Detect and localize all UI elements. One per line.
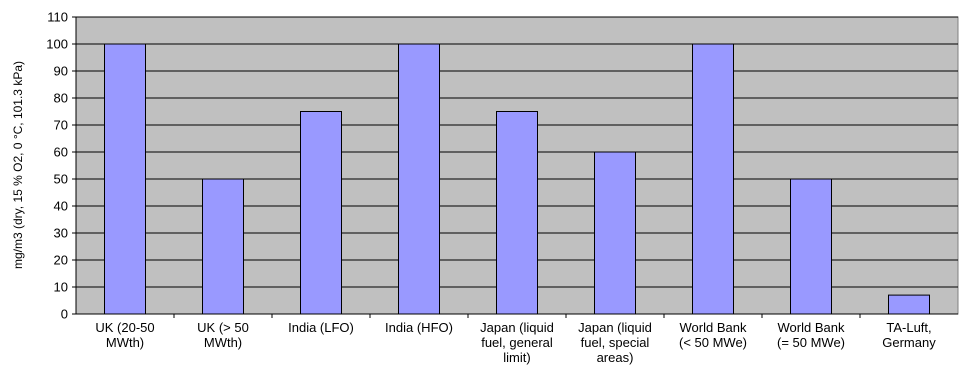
bar (888, 294, 930, 315)
x-category-label: UK (> 50 MWth) (197, 320, 249, 350)
y-tick-label: 60 (54, 145, 68, 160)
bar (300, 111, 342, 315)
x-category-label-line: MWth) (204, 335, 242, 350)
bars (104, 43, 930, 315)
x-category-label-line: MWth) (106, 335, 144, 350)
y-tick-label: 10 (54, 280, 68, 295)
bar (398, 43, 440, 315)
x-category-label-line: Japan (liquid (480, 320, 554, 335)
x-category-label-line: Japan (liquid (578, 320, 652, 335)
x-category-label-line: UK (> 50 (197, 320, 249, 335)
bar (594, 151, 636, 315)
x-category-label-line: World Bank (680, 320, 747, 335)
y-tick-label: 20 (54, 253, 68, 268)
y-tick-label: 70 (54, 118, 68, 133)
bar (202, 178, 244, 315)
x-category-label: Japan (liquid fuel, special areas) (578, 320, 652, 365)
x-axis-labels: UK (20-50 MWth)UK (> 50 MWth)India (LFO) In… (95, 314, 936, 365)
y-axis-ticks: 0 10 20 30 40 50 60 70 80 90 100 110 (46, 10, 76, 322)
y-tick-label: 50 (54, 172, 68, 187)
x-category-label-line: (= 50 MWe) (777, 335, 845, 350)
bar (496, 111, 538, 315)
x-category-label-line: India (HFO) (385, 320, 453, 335)
x-category-label: Japan (liquid fuel, general limit) (480, 320, 554, 365)
x-category-label: UK (20-50 MWth) (95, 320, 154, 350)
x-category-label: TA-Luft, Germany (882, 320, 936, 350)
x-category-label-line: limit) (503, 350, 530, 365)
bar (692, 43, 734, 315)
y-tick-label: 110 (47, 10, 68, 25)
y-tick-label: 40 (54, 199, 68, 214)
x-category-label-line: areas) (597, 350, 634, 365)
x-category-label: World Bank (= 50 MWe) (777, 320, 845, 350)
x-category-label-line: Germany (882, 335, 936, 350)
x-category-label-line: India (LFO) (288, 320, 354, 335)
y-tick-label: 100 (46, 37, 68, 52)
y-tick-label: 80 (54, 91, 68, 106)
x-category-label-line: TA-Luft, (886, 320, 931, 335)
y-tick-label: 30 (54, 226, 68, 241)
bar (104, 43, 146, 315)
y-tick-label: 90 (54, 64, 68, 79)
x-category-label: India (LFO) (288, 320, 354, 335)
x-category-label-line: fuel, general (481, 335, 553, 350)
x-category-label-line: World Bank (778, 320, 845, 335)
x-category-label: India (HFO) (385, 320, 453, 335)
y-tick-label: 0 (61, 307, 68, 322)
x-category-label-line: fuel, special (581, 335, 650, 350)
x-category-label: World Bank (< 50 MWe) (679, 320, 747, 350)
bar (790, 178, 832, 315)
x-category-label-line: UK (20-50 (95, 320, 154, 335)
x-category-label-line: (< 50 MWe) (679, 335, 747, 350)
y-axis-label: mg/m3 (dry, 15 % O2, 0 °C, 101.3 kPa) (11, 61, 25, 269)
